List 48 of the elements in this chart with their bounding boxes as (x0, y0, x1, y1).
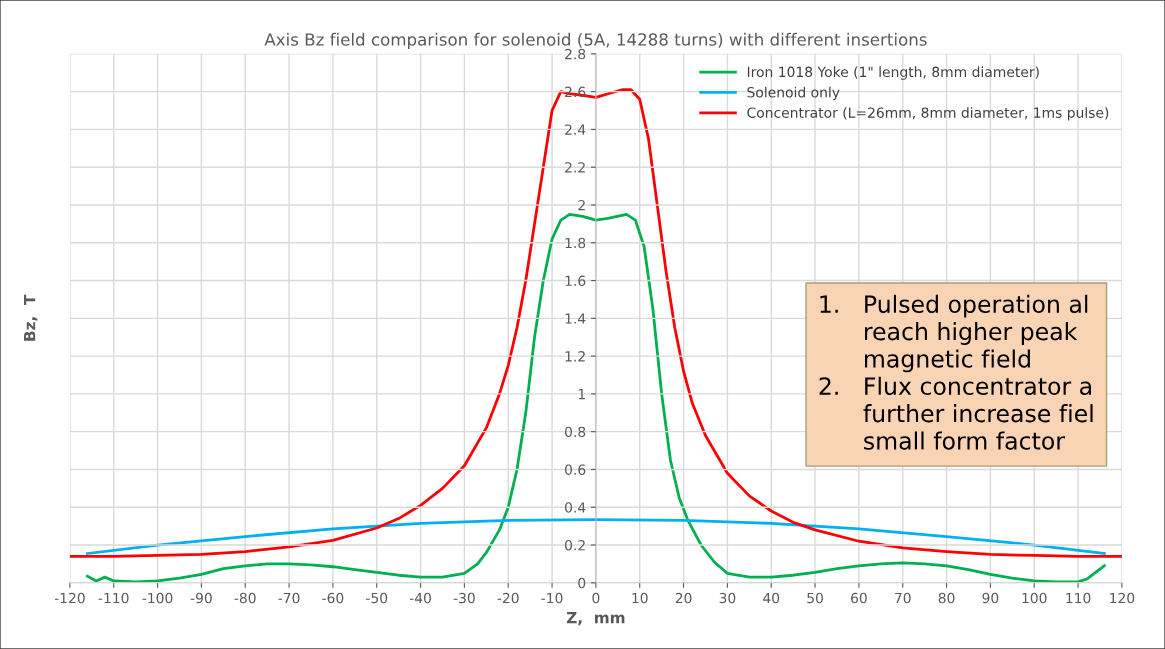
x-tick-label: 70 (895, 592, 911, 604)
x-tick-label: 50 (807, 592, 823, 604)
y-tick-label: 1.8 (565, 237, 586, 249)
x-tick-label: 110 (1066, 592, 1091, 604)
x-tick-label: 90 (982, 592, 999, 604)
x-tick-label: -80 (234, 592, 256, 604)
x-tick-label: 40 (763, 592, 780, 604)
line-series (86, 518, 1106, 555)
legend-label: Solenoid only (747, 86, 840, 101)
x-tick-label: -70 (278, 592, 300, 604)
x-tick-label: 60 (851, 592, 867, 604)
x-tick-label: -50 (366, 592, 388, 604)
y-tick-label: 1.6 (565, 275, 586, 287)
x-tick-label: -90 (190, 592, 212, 604)
y-tick-label: 0.8 (565, 426, 586, 438)
x-tick-label: 100 (1022, 592, 1047, 604)
x-tick-label: -110 (98, 592, 129, 604)
x-tick-label: -120 (54, 592, 85, 604)
y-tick-label: 2.8 (565, 48, 586, 60)
y-tick-label: 0.6 (565, 464, 586, 475)
legend-label: Concentrator (L=26mm, 8mm diameter, 1ms pulse) (747, 107, 1109, 121)
x-tick-label: 80 (938, 592, 955, 604)
y-tick-label: 2.2 (565, 162, 585, 173)
y-axis-title: Bz, T (24, 294, 38, 341)
y-tick-label: 0.4 (565, 502, 586, 513)
x-tick-label: 20 (675, 592, 692, 604)
annotation: 1. Pulsed operation al reach higher peak magnetic field 2. Flux concentrator a further increase fiel small form factor (819, 294, 1093, 450)
x-tick-label: -100 (142, 592, 173, 604)
x-tick-label: -20 (497, 592, 519, 604)
x-tick-label: -30 (453, 592, 475, 604)
x-tick-label: 120 (1110, 592, 1135, 604)
legend-label: Iron 1018 Yoke (1" length, 8mm diameter) (747, 66, 1039, 80)
chart-title: Axis Bz field comparison for solenoid (5A, 14288 turns) with different insertions (264, 32, 927, 49)
x-tick-label: -40 (409, 592, 431, 604)
x-tick-label: -60 (322, 592, 344, 604)
x-tick-label: 0 (592, 592, 600, 604)
y-tick-label: 0.2 (565, 539, 585, 551)
y-tick-label: 1.2 (565, 351, 585, 362)
y-tick-label: 2.4 (565, 124, 586, 135)
x-tick-label: -10 (541, 592, 563, 604)
y-tick-label: 1 (578, 389, 585, 400)
y-tick-label: 0 (578, 577, 586, 589)
x-tick-label: 10 (632, 592, 648, 604)
y-tick-label: 1.4 (565, 313, 586, 324)
line-series (69, 88, 1122, 558)
x-tick-label: 30 (719, 592, 736, 604)
y-tick-label: 2 (578, 199, 585, 211)
x-axis-title: Z, mm (566, 611, 625, 626)
